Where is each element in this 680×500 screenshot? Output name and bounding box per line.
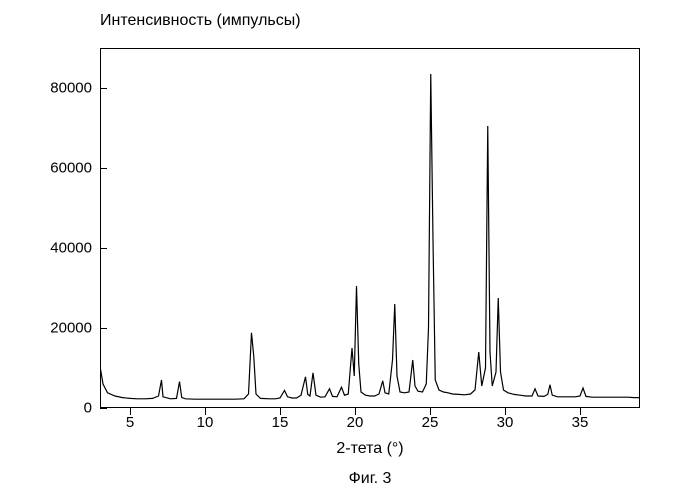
x-tick-mark [505,408,506,415]
x-axis-label: 2-тета (°) [0,440,680,458]
y-tick-mark [100,88,107,89]
x-tick-label: 35 [572,414,589,431]
y-tick-mark [100,168,107,169]
figure-caption: Фиг. 3 [0,470,680,488]
x-tick-mark [205,408,206,415]
x-tick-mark [430,408,431,415]
xrd-series-path [100,74,640,399]
y-tick-label: 0 [32,400,92,417]
x-tick-label: 15 [272,414,289,431]
x-tick-mark [580,408,581,415]
xrd-line-plot [100,48,640,408]
x-tick-label: 25 [422,414,439,431]
x-tick-mark [280,408,281,415]
x-tick-label: 5 [126,414,134,431]
y-tick-mark [100,248,107,249]
y-tick-mark [100,328,107,329]
y-tick-mark [100,408,107,409]
xrd-figure: Интенсивность (импульсы) 0 20000 40000 6000… [0,0,680,500]
x-tick-label: 30 [497,414,514,431]
x-tick-mark [130,408,131,415]
y-tick-label: 20000 [32,320,92,337]
y-tick-label: 80000 [32,80,92,97]
x-tick-label: 10 [197,414,214,431]
x-tick-mark [355,408,356,415]
y-tick-label: 40000 [32,240,92,257]
chart-title: Интенсивность (импульсы) [100,12,301,30]
x-tick-label: 20 [347,414,364,431]
y-tick-label: 60000 [32,160,92,177]
